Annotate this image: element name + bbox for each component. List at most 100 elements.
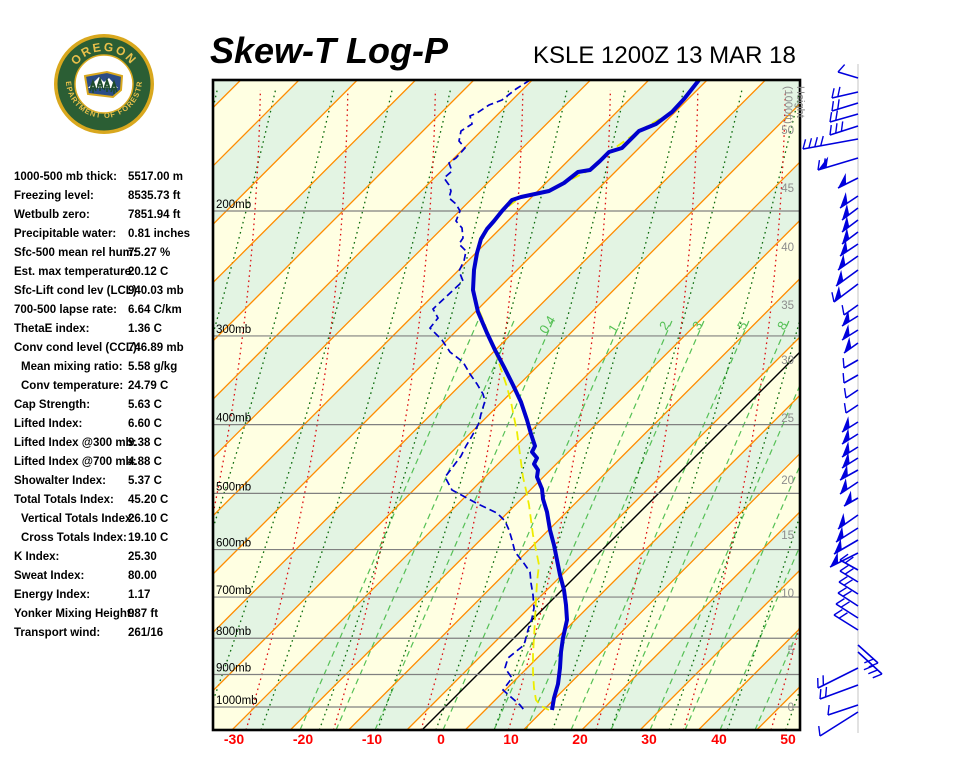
wind-barb-tick	[835, 123, 838, 134]
wind-barb-tick	[868, 662, 879, 668]
height-axis-label: 10	[781, 588, 794, 600]
isotherm-diagonal	[213, 80, 533, 401]
stat-label: 1000-500 mb thick:	[14, 171, 117, 183]
wind-barb-staff	[845, 404, 859, 414]
isotherm-diagonal	[815, 80, 960, 730]
wind-barb-pennant	[836, 269, 844, 286]
wind-barb-tick	[844, 568, 854, 575]
wind-barb-staff	[841, 329, 859, 341]
wind-barb-tick	[831, 292, 835, 303]
height-axis-label: 25	[781, 413, 794, 425]
wind-barb-pennant	[842, 452, 850, 468]
wind-barb-staff	[839, 570, 859, 583]
stat-value: 6.64 C/km	[128, 304, 182, 316]
stat-value: 0.81 inches	[128, 228, 191, 240]
wind-barb-pennant	[842, 428, 850, 444]
isotherm-diagonal	[213, 102, 800, 692]
stat-value: 24.79 C	[128, 380, 169, 392]
wind-barb-pennant	[840, 240, 848, 256]
mixing-ratio-line	[570, 317, 751, 730]
isotherm-diagonal	[213, 80, 358, 226]
wind-barb-tick	[839, 564, 849, 572]
pressure-label: 1000mb	[216, 695, 258, 707]
wind-barb-tick	[842, 372, 845, 384]
wind-barb-tick	[824, 686, 828, 697]
stat-row: Sfc-500 mean rel hum: 75.27 %	[14, 244, 214, 263]
stat-row: Yonker Mixing Height: 987 ft	[14, 605, 214, 624]
wind-barb-tick	[827, 704, 830, 716]
wind-barb-pennant	[842, 324, 850, 340]
stat-value: 25.30	[128, 551, 157, 563]
pressure-label: 800mb	[216, 626, 251, 638]
wind-barb-staff	[827, 704, 859, 716]
wind-barb-tick	[802, 139, 807, 150]
stat-value: 6.60 C	[128, 418, 162, 430]
height-axis-label: 20	[781, 475, 794, 487]
wind-barb-tick	[835, 110, 839, 121]
adiabat-line	[0, 90, 85, 730]
stat-row: Conv temperature: 24.79 C	[14, 377, 214, 396]
isotherm-diagonal	[406, 335, 800, 730]
height-axis-label: 5	[788, 645, 794, 657]
station-timestamp: KSLE 1200Z 13 MAR 18	[533, 42, 796, 69]
wind-barb-staff	[841, 207, 859, 221]
wind-barb-tick	[844, 556, 854, 564]
stat-label: Precipitable water:	[14, 228, 117, 240]
wind-barb-pennant	[844, 336, 852, 353]
wind-barb-pennant	[842, 416, 850, 432]
wind-barb-tick	[868, 669, 878, 675]
adiabat-line	[332, 89, 437, 730]
wind-barbs	[802, 64, 883, 737]
stat-label: Mean mixing ratio:	[21, 361, 123, 373]
wind-barb-tick	[819, 688, 822, 700]
height-axis-label: 30	[781, 355, 794, 367]
temp-axis-tick: 0	[437, 731, 445, 747]
wind-barb-staff	[843, 359, 859, 369]
stat-value: 75.27 %	[128, 247, 171, 259]
mixing-ratio-line	[525, 317, 706, 730]
stat-label: Transport wind:	[14, 627, 101, 639]
stat-label: ThetaE index:	[14, 323, 90, 335]
wind-barb-tick	[842, 590, 852, 597]
logo-tree	[89, 78, 97, 93]
wind-barb-tick	[837, 64, 846, 73]
stat-row: Freezing level: 8535.73 ft	[14, 187, 214, 206]
isotherm-diagonal	[213, 80, 766, 634]
wind-barb-staff	[841, 457, 859, 469]
stat-row: Cap Strength: 5.63 C	[14, 396, 214, 415]
wind-barb-tick	[841, 305, 845, 316]
stat-row: Transport wind: 261/16	[14, 624, 214, 643]
stat-label: Freezing level:	[14, 190, 94, 202]
wind-barb-staff	[841, 315, 859, 327]
stat-label: Conv temperature:	[21, 380, 124, 392]
stat-row: Total Totals Index: 45.20 C	[14, 491, 214, 510]
stat-label: Cross Totals Index:	[21, 532, 127, 544]
isotherm-diagonal	[464, 394, 800, 730]
wind-barb-pennant	[830, 551, 839, 567]
stat-value: 7851.94 ft	[128, 209, 181, 221]
isotherm-diagonal	[213, 80, 708, 576]
stat-label: Sweat Index:	[14, 570, 85, 582]
adiabat-line	[0, 90, 101, 730]
logo-tree	[96, 76, 104, 91]
stat-value: 940.03 mb	[128, 285, 184, 297]
stat-value: 746.89 mb	[128, 342, 184, 354]
stat-value: 987 ft	[128, 608, 159, 620]
wind-barb-staff	[833, 539, 859, 555]
wind-barb-pennant	[842, 203, 850, 220]
wind-barb-staff	[841, 446, 859, 458]
wind-barb-pennant	[836, 526, 844, 542]
height-axis-label: 0	[788, 702, 794, 714]
wind-barb-pennant	[818, 156, 829, 170]
height-axis-label: 45	[781, 183, 794, 195]
background-stripe	[213, 103, 800, 730]
wind-barb-staff	[831, 102, 859, 112]
pressure-label: 600mb	[216, 538, 251, 550]
wind-barb-staff	[841, 421, 859, 433]
wind-barb-pennant	[838, 172, 847, 188]
stat-row: ThetaE index: 1.36 C	[14, 320, 214, 339]
wind-barb-tick	[842, 357, 845, 369]
isotherm-diagonal	[348, 277, 800, 730]
wind-barb-tick	[843, 403, 847, 414]
plot-border	[211, 78, 802, 732]
